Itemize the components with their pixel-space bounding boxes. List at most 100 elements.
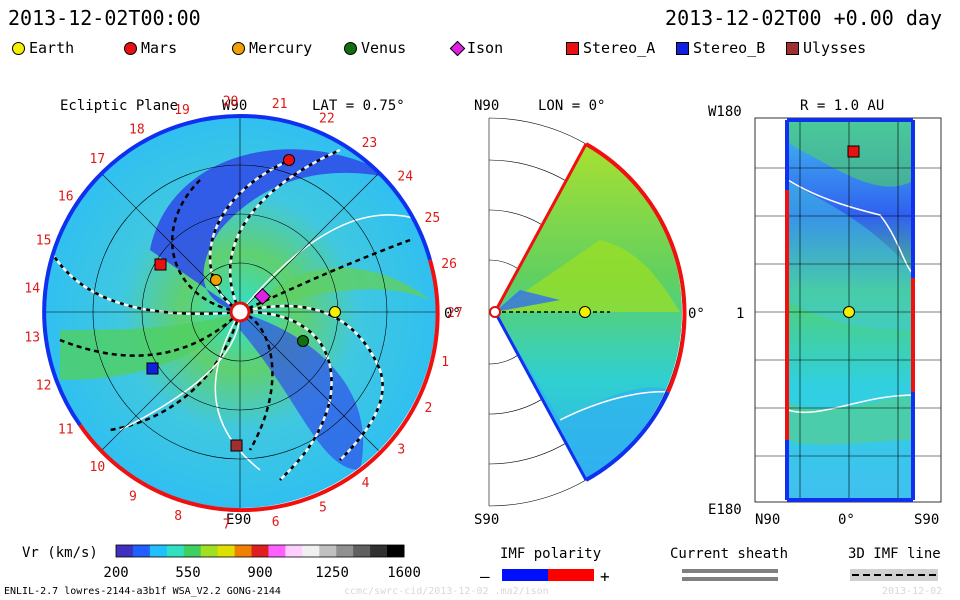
carrington-label: 23 — [362, 136, 378, 151]
colorbar-segment — [336, 545, 354, 557]
colorbar-segment — [251, 545, 269, 557]
carrington-label: 3 — [397, 442, 405, 457]
imf-minus: – — [480, 567, 490, 586]
radial-x-right: S90 — [914, 512, 939, 528]
colorbar-tick-label: 550 — [175, 565, 200, 581]
venus-marker — [297, 335, 309, 347]
current-sheath-label: Current sheath — [670, 546, 788, 562]
ison-marker — [254, 288, 271, 305]
earth-marker — [329, 306, 341, 318]
legend-item-stereo-a: Stereo_A — [566, 39, 655, 57]
legend-label: Ison — [467, 39, 504, 57]
carrington-label: 11 — [58, 423, 74, 438]
legend-item-mercury: Mercury — [232, 39, 312, 57]
imf-line-legend: 3D IMF line — [848, 546, 941, 581]
footer-date: 2013-12-02 — [882, 586, 943, 597]
radial-title: R = 1.0 AU — [800, 98, 884, 114]
carrington-label: 8 — [174, 509, 182, 524]
carrington-label: 15 — [36, 234, 52, 249]
carrington-label: 2 — [425, 401, 433, 416]
carrington-label: 1 — [441, 355, 449, 370]
header-datetime: 2013-12-02T00:00 — [8, 6, 201, 30]
legend-label: Mercury — [249, 39, 313, 57]
meridional-bottom-label: S90 — [474, 512, 499, 528]
stereo-a-marker — [154, 258, 167, 271]
colorbar-segment — [234, 545, 253, 557]
legend-item-ison: Ison — [449, 39, 504, 57]
legend-item-ulysses: Ulysses — [786, 39, 866, 57]
meridional-lon: LON = 0° — [538, 98, 605, 114]
ecliptic-plane-plot: Ecliptic Plane LAT = 0.75° W90 E90 0° 12… — [24, 94, 462, 532]
carrington-label: 13 — [24, 331, 40, 346]
colorbar-segment — [166, 545, 185, 557]
colorbar-tick-label: 200 — [103, 565, 128, 581]
circle-marker-icon — [124, 41, 137, 55]
radial-surface-plot: R = 1.0 AU W180 1 E180 N90 0° S90 — [708, 98, 942, 528]
ecliptic-top-label: W90 — [222, 98, 247, 114]
colorbar-segment — [387, 545, 405, 557]
imf-polarity-label: IMF polarity — [500, 546, 601, 562]
colorbar-tick-label: 1600 — [387, 565, 421, 581]
ecliptic-lat: LAT = 0.75° — [312, 98, 405, 114]
legend-label: Stereo_B — [693, 39, 766, 57]
carrington-label: 16 — [58, 190, 74, 205]
legend-item-mars: Mars — [124, 39, 177, 57]
carrington-label: 12 — [36, 379, 52, 394]
colorbar-segment — [200, 545, 219, 557]
ecliptic-bottom-label: E90 — [226, 512, 251, 528]
carrington-label: 24 — [397, 170, 413, 185]
square-marker-icon — [676, 41, 689, 55]
carrington-label: 7 — [223, 518, 231, 533]
ecliptic-right-label: 0° — [444, 306, 461, 322]
square-marker-icon — [566, 41, 579, 55]
header-offset: 2013-12-02T00 +0.00 day — [665, 6, 942, 30]
stereo-b-marker — [146, 362, 159, 375]
imf-polarity-legend: IMF polarity – + — [480, 546, 610, 586]
carrington-label: 9 — [129, 490, 137, 505]
carrington-label: 19 — [174, 103, 190, 118]
legend-label: Earth — [29, 39, 75, 57]
carrington-label: 6 — [272, 515, 280, 530]
legend-label: Ulysses — [803, 39, 867, 57]
colorbar-tick-label: 1250 — [315, 565, 349, 581]
meridional-right-label: 0° — [688, 306, 705, 322]
imf-line-label: 3D IMF line — [848, 546, 941, 562]
velocity-colorbar: Vr (km/s) 200 550 900 1250 1600 — [22, 544, 421, 581]
circle-marker-icon — [344, 41, 357, 55]
radial-x-mid: 0° — [838, 512, 855, 528]
colorbar-segment — [370, 545, 388, 557]
carrington-label: 27 — [447, 306, 463, 321]
colorbar-segment — [132, 545, 151, 557]
legend-label: Mars — [141, 39, 178, 57]
ecliptic-title: Ecliptic Plane — [60, 98, 178, 114]
mercury-marker — [210, 274, 222, 286]
colorbar-segment — [319, 545, 337, 557]
carrington-label: 18 — [129, 122, 145, 137]
legend-item-stereo-b: Stereo_B — [676, 39, 765, 57]
carrington-label: 14 — [24, 281, 40, 296]
radial-bottom-left: E180 — [708, 502, 742, 518]
footer-model-info: ENLIL-2.7 lowres-2144-a3b1f WSA_V2.2 GON… — [4, 586, 281, 597]
mars-marker — [283, 154, 295, 166]
radial-x-left: N90 — [755, 512, 780, 528]
imf-plus: + — [600, 567, 610, 586]
carrington-label: 5 — [319, 501, 327, 516]
radial-mid-left: 1 — [736, 306, 744, 322]
colorbar-segment — [183, 545, 202, 557]
footer-source: ccmc/swrc-cid/2013-12-02 .ma2/ison — [344, 586, 549, 597]
circle-marker-icon — [12, 41, 25, 55]
carrington-label: 10 — [90, 460, 106, 475]
circle-marker-icon — [232, 41, 245, 55]
colorbar-segment — [268, 545, 286, 557]
meridional-plane-plot: N90 LON = 0° S90 0° — [474, 98, 705, 528]
carrington-label: 17 — [90, 152, 106, 167]
legend-label: Stereo_A — [583, 39, 656, 57]
colorbar-segment — [302, 545, 320, 557]
carrington-label: 4 — [362, 476, 370, 491]
colorbar-tick-label: 900 — [247, 565, 272, 581]
meridional-top-label: N90 — [474, 98, 499, 114]
carrington-label: 25 — [425, 211, 441, 226]
carrington-label: 22 — [319, 111, 335, 126]
colorbar-segment — [217, 545, 236, 557]
